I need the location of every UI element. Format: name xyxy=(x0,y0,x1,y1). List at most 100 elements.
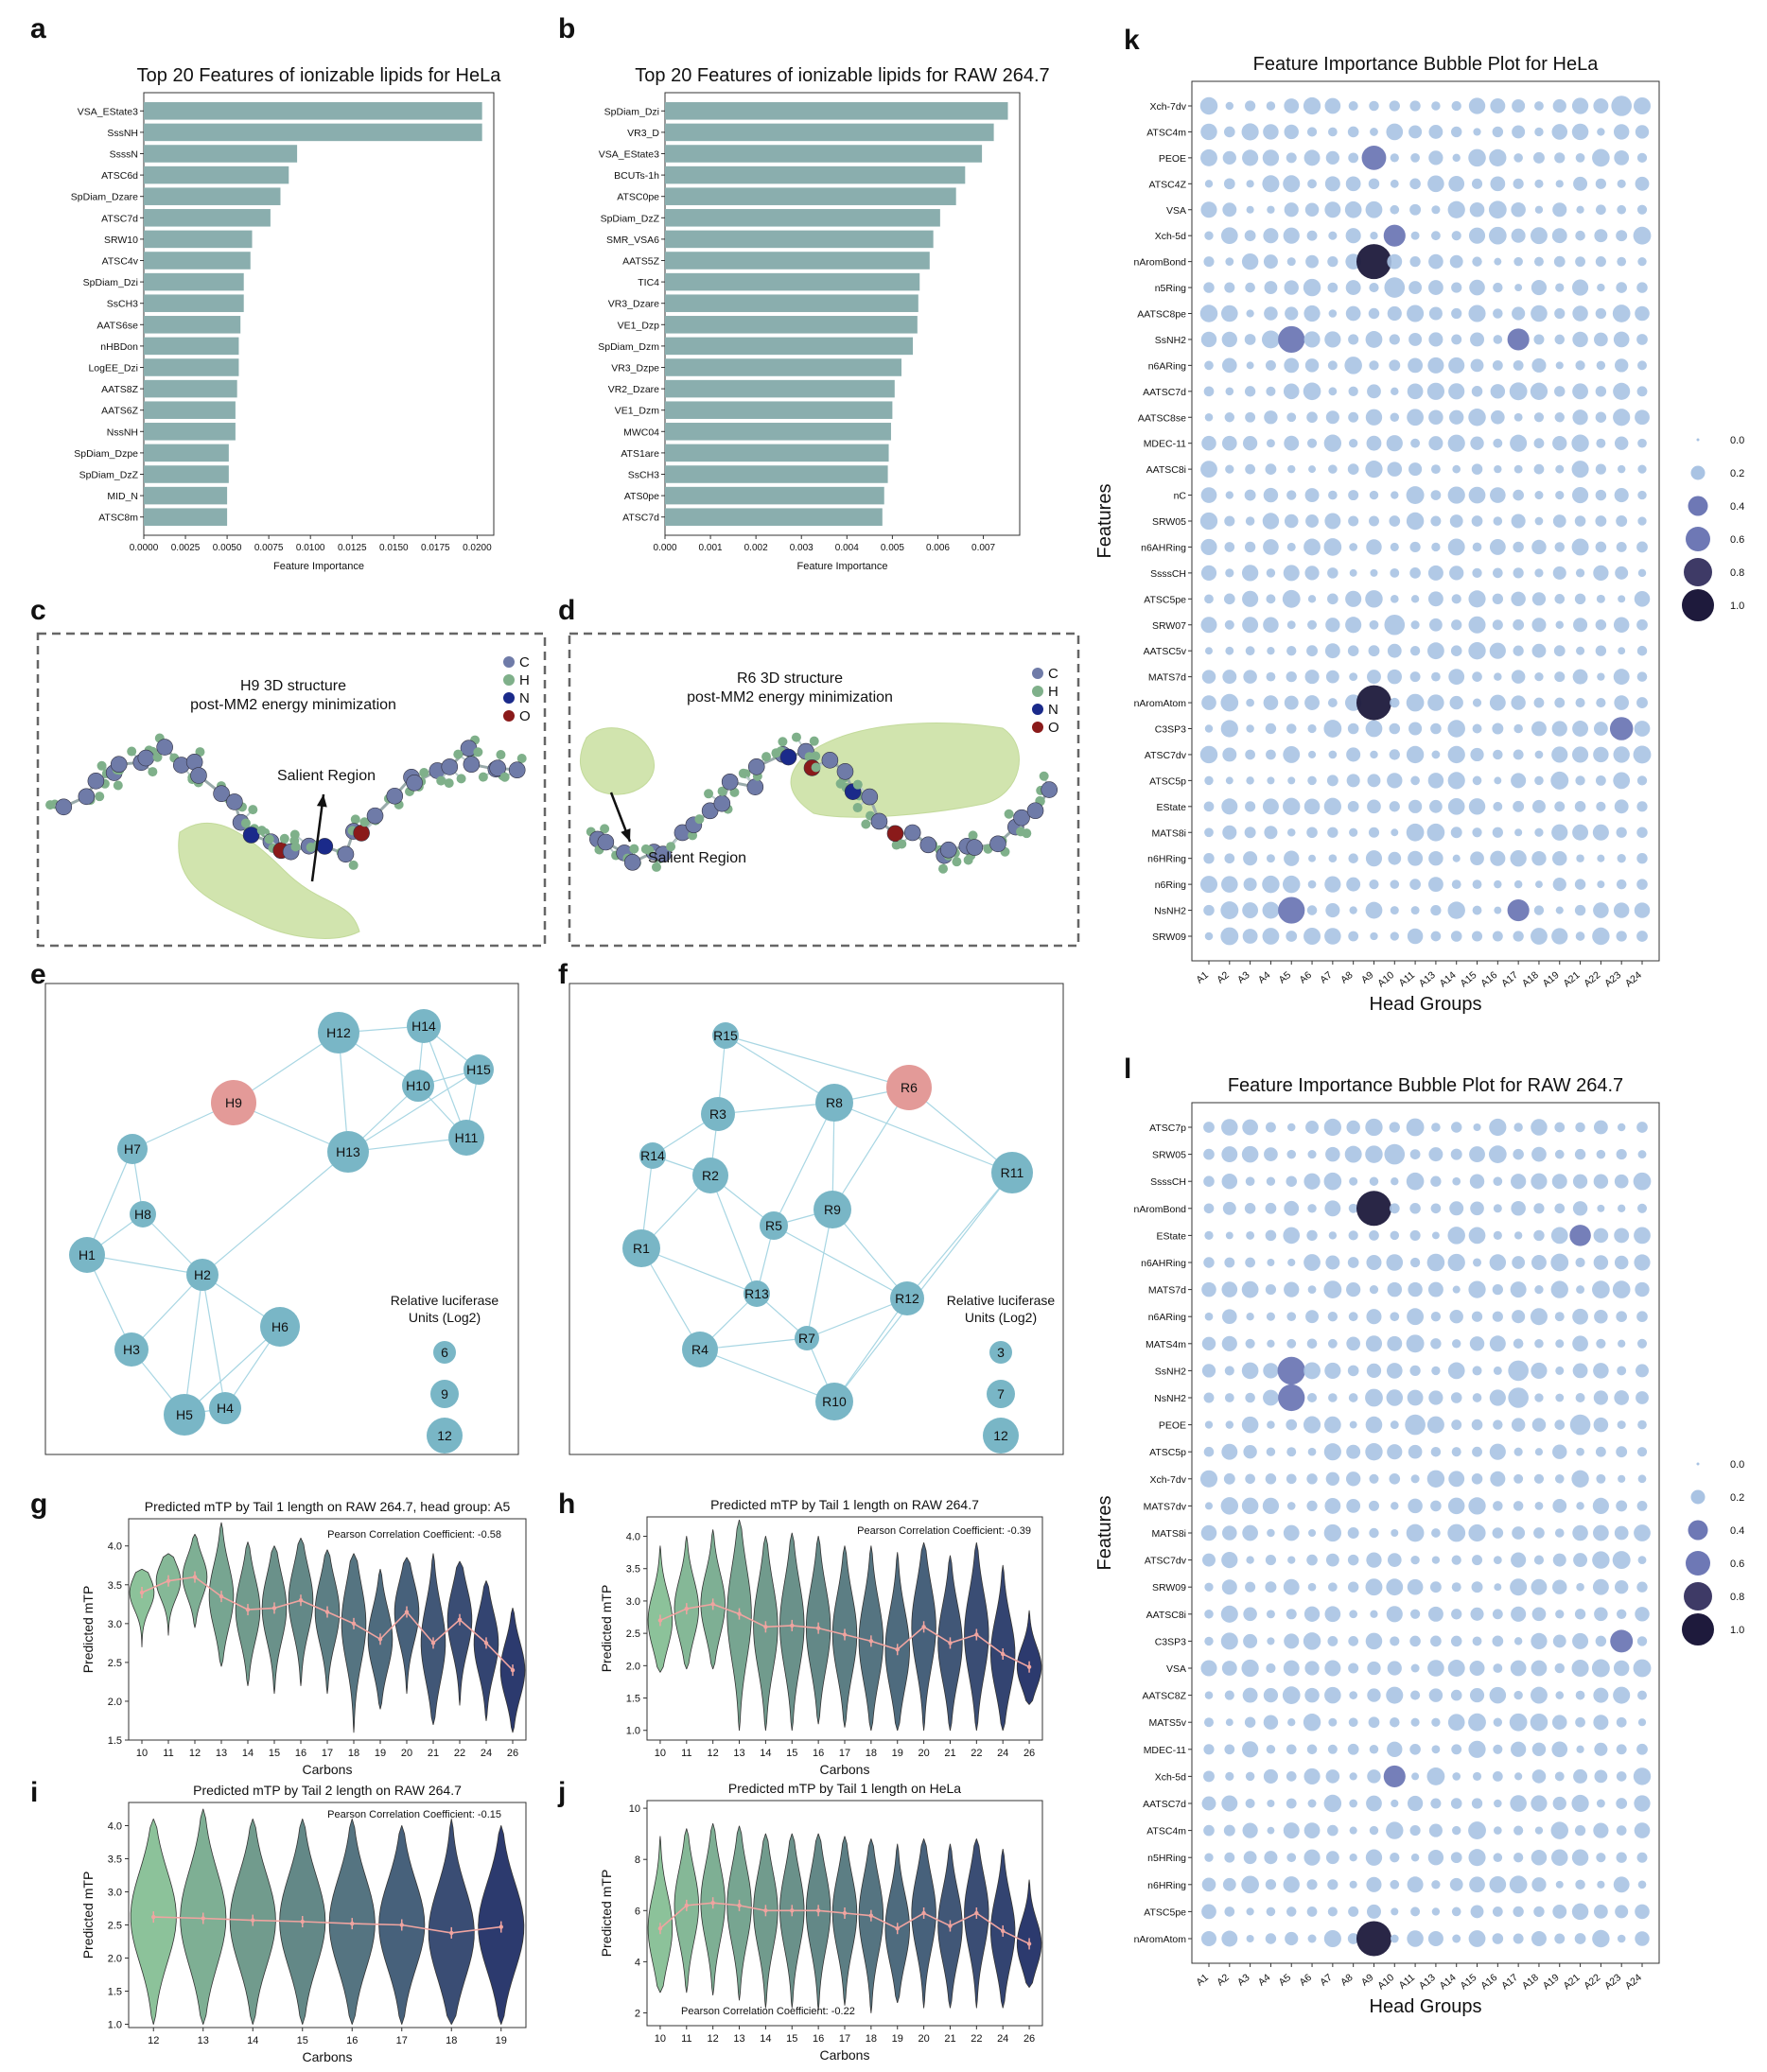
bubble-A11-ATSC7dv xyxy=(1406,745,1425,764)
violin-17 xyxy=(314,1549,341,1695)
bubble-A23-SRW05 xyxy=(1616,1149,1627,1160)
bubble-A17-AATSC8pe xyxy=(1512,306,1526,321)
bubble-A24-PEOE xyxy=(1636,152,1648,164)
x-tick-label: 17 xyxy=(322,1748,333,1759)
bubble-A24-n5HRing xyxy=(1636,1852,1648,1863)
bubble-A13-n5Ring xyxy=(1428,280,1443,295)
bubble-A3-SRW05 xyxy=(1241,1145,1259,1163)
hydrogen-atom xyxy=(96,760,107,771)
bar-VE1_Dzp xyxy=(665,316,918,334)
violin-11 xyxy=(155,1553,182,1636)
bubble-A1-EState xyxy=(1203,801,1215,812)
bubble-A5-AATSC8se xyxy=(1286,412,1297,423)
bubble-A23-VSA xyxy=(1617,204,1627,215)
y-tick-label: n6AHRing xyxy=(1141,1258,1186,1269)
bubble-A18-MATS7d xyxy=(1534,1284,1544,1295)
bubble-A22-ATSC4Z xyxy=(1595,178,1606,189)
bubble-A18-AATSC8i xyxy=(1531,1607,1547,1622)
y-tick-label: VSA xyxy=(1166,205,1186,217)
y-tick-label: NssNH xyxy=(107,427,138,438)
bubble-A7-SRW05 xyxy=(1324,513,1341,530)
bubble-A5-SsssCH xyxy=(1283,565,1300,582)
y-axis-label: Predicted mTP xyxy=(599,1585,614,1673)
bubble-A16-AATSC8se xyxy=(1490,409,1505,425)
y-axis-label: Features xyxy=(1094,484,1115,559)
bubble-A18-n5Ring xyxy=(1531,279,1548,296)
mean-point-10 xyxy=(657,1926,663,1931)
panel-letter-l: l xyxy=(1124,1053,1131,1085)
legend-label-N: N xyxy=(519,690,530,706)
bubble-A16-ATSC4m xyxy=(1494,1826,1502,1835)
bubble-A6-n6AHRing xyxy=(1303,538,1321,556)
bubble-A14-SsNH2 xyxy=(1447,1362,1465,1380)
bubble-A22-AATSC7d xyxy=(1596,1799,1605,1808)
bubble-A7-n5HRing xyxy=(1325,1851,1339,1865)
bar-VR3_Dzare xyxy=(665,294,918,312)
x-tick-label: A21 xyxy=(1561,1972,1582,1992)
bubble-A8-SRW05 xyxy=(1344,1145,1362,1163)
bubble-A8-SRW05 xyxy=(1348,515,1359,527)
bubble-A11-nAromBond xyxy=(1409,255,1421,268)
bubble-A5-AATSC7d xyxy=(1286,1798,1297,1809)
bubble-A15-AATSC5v xyxy=(1468,642,1486,660)
bubble-A14-AATSC7d xyxy=(1450,1798,1462,1809)
bubble-A15-ATSC4m xyxy=(1473,128,1481,136)
bubble-A13-ATSC4m xyxy=(1428,125,1443,139)
bubble-A21-ATSC7p xyxy=(1575,1122,1585,1133)
bubble-A10-Xch-7dv xyxy=(1389,100,1400,112)
bubble-A14-PEOE xyxy=(1451,1419,1462,1431)
node-label-H9: H9 xyxy=(225,1095,242,1110)
bubble-A18-n6Ring xyxy=(1535,880,1543,889)
bubble-A9-nAromBond xyxy=(1356,244,1391,280)
bubble-A7-SsssCH xyxy=(1323,1172,1342,1191)
y-tick-label: MATS7d xyxy=(1148,672,1186,684)
bubble-A23-n6ARing xyxy=(1615,358,1629,373)
bubble-A7-ATSC5p xyxy=(1326,775,1338,787)
bubble-A7-n6HRing xyxy=(1327,1879,1338,1890)
bubble-A5-AATSC8pe xyxy=(1285,306,1299,321)
bubble-A24-AATSC8Z xyxy=(1637,1690,1647,1700)
bubble-A7-nAromAtom xyxy=(1327,698,1338,707)
bubble-A15-ATSC7dv xyxy=(1470,747,1484,762)
bubble-A5-nAromBond xyxy=(1284,1200,1300,1216)
bubble-A21-AATSC8i xyxy=(1571,461,1589,479)
x-tick-label: 24 xyxy=(997,1748,1008,1759)
bubble-A14-SRW09 xyxy=(1450,931,1462,942)
bubble-A17-ATSC5p xyxy=(1513,1447,1523,1456)
y-tick-label: AATSC8se xyxy=(1138,412,1186,424)
bubble-A16-SRW07 xyxy=(1492,619,1503,631)
y-tick-label: n5Ring xyxy=(1155,283,1186,294)
bubble-A6-SRW05 xyxy=(1307,1150,1317,1159)
hydrogen-atom xyxy=(240,818,251,828)
mean-point-13 xyxy=(219,1593,224,1599)
bubble-A21-AATSC8se xyxy=(1572,409,1588,426)
x-tick-label: 14 xyxy=(760,2033,771,2045)
y-tick-label: ATSC5pe xyxy=(1144,1907,1186,1918)
bubble-A11-n6Ring xyxy=(1409,879,1421,890)
bubble-A4-EState xyxy=(1265,1229,1277,1242)
mean-point-12 xyxy=(192,1575,198,1579)
node-label-H11: H11 xyxy=(455,1130,479,1145)
bubble-A24-NsNH2 xyxy=(1636,1391,1649,1404)
x-tick-label: 10 xyxy=(655,1748,666,1759)
bubble-A19-SRW09 xyxy=(1552,1579,1567,1594)
bubble-A16-MATS8i xyxy=(1492,827,1503,838)
y-tick-label: BCUTs-1h xyxy=(614,170,659,182)
y-tick-label: ATSC4m xyxy=(1146,127,1186,138)
bubble-A21-SsssCH xyxy=(1575,568,1585,578)
bubble-A6-PEOE xyxy=(1303,149,1321,166)
bubble-A19-ATSC4m xyxy=(1551,124,1568,140)
y-tick-label: AATS6se xyxy=(96,320,138,331)
bubble-A6-ATSC4m xyxy=(1303,1822,1321,1838)
bubble-A7-n6ARing xyxy=(1327,360,1338,371)
node-H12 xyxy=(318,1012,359,1053)
heavy-atom xyxy=(623,854,641,871)
bubble-A10-n6ARing xyxy=(1390,1312,1400,1322)
node-R1 xyxy=(622,1229,660,1267)
x-tick-label: 0.0125 xyxy=(338,543,367,553)
bubble-A17-NsNH2 xyxy=(1508,1387,1529,1408)
bubble-A7-C3SP3 xyxy=(1323,720,1342,738)
bubble-A21-SRW07 xyxy=(1573,618,1588,633)
y-tick-label: ATS0pe xyxy=(624,491,659,502)
node-label-H5: H5 xyxy=(176,1407,193,1422)
